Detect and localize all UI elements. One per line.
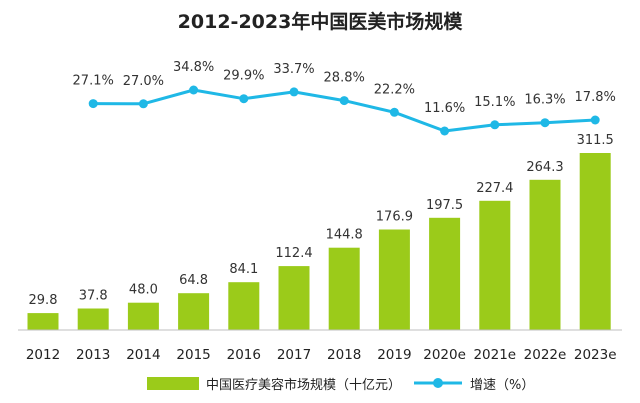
bar-2022e <box>529 179 561 330</box>
growth-point-2020e <box>440 126 450 136</box>
x-tick-2020e: 2020e <box>423 347 466 363</box>
bar-2023e <box>579 153 611 330</box>
growth-value-labels: 27.1% 27.0% 34.8% 29.9% 33.7% 28.8% 22.2% 11.6%… <box>73 60 616 116</box>
bar-label-2018: 144.8 <box>326 228 363 243</box>
bar-2019 <box>378 229 410 330</box>
growth-label-2020e: 11.6% <box>424 101 465 116</box>
growth-label-2018: 28.8% <box>324 71 365 86</box>
bar-label-2013: 37.8 <box>79 289 108 304</box>
x-tick-2019: 2019 <box>377 347 411 363</box>
x-axis-ticks: 2012 2013 2014 2015 2016 2017 2018 2019 2020e 202… <box>26 347 617 363</box>
bar-2017 <box>278 266 310 330</box>
chart-title: 2012-2023年中国医美市场规模 <box>178 10 464 33</box>
bar-2012 <box>27 313 59 330</box>
bar-2021e <box>479 200 511 330</box>
x-tick-2018: 2018 <box>327 347 361 363</box>
bar-series <box>27 153 611 330</box>
bar-label-2014: 48.0 <box>129 283 158 298</box>
bar-2013 <box>77 308 109 330</box>
bar-2016 <box>228 282 260 330</box>
growth-point-2015 <box>189 85 199 95</box>
legend: 中国医疗美容市场规模（十亿元） 增速（%） <box>147 377 534 393</box>
bar-label-2022e: 264.3 <box>526 160 563 175</box>
x-tick-2016: 2016 <box>227 347 261 363</box>
x-tick-2012: 2012 <box>26 347 60 363</box>
bar-label-2023e: 311.5 <box>577 133 614 148</box>
x-tick-2021e: 2021e <box>473 347 516 363</box>
growth-label-2015: 34.8% <box>173 60 214 75</box>
legend-bar-swatch <box>147 377 199 390</box>
x-tick-2023e: 2023e <box>574 347 617 363</box>
bar-2018 <box>328 247 360 330</box>
growth-point-2018 <box>339 96 349 106</box>
x-tick-2015: 2015 <box>176 347 210 363</box>
growth-label-2014: 27.0% <box>123 74 164 89</box>
growth-label-2022e: 16.3% <box>524 93 565 108</box>
bar-2020e <box>429 217 461 330</box>
growth-point-2016 <box>239 94 249 104</box>
growth-label-2023e: 17.8% <box>575 90 616 105</box>
growth-point-2017 <box>289 87 299 97</box>
growth-label-2019: 22.2% <box>374 82 415 97</box>
growth-label-2016: 29.9% <box>223 69 264 84</box>
x-tick-2014: 2014 <box>126 347 160 363</box>
growth-line-series <box>88 85 600 136</box>
growth-point-2014 <box>138 99 148 109</box>
bar-label-2021e: 227.4 <box>476 181 513 196</box>
x-tick-2013: 2013 <box>76 347 110 363</box>
growth-label-2013: 27.1% <box>73 74 114 89</box>
bar-2015 <box>178 293 210 330</box>
x-tick-2022e: 2022e <box>524 347 567 363</box>
bar-label-2017: 112.4 <box>275 246 312 261</box>
growth-point-2022e <box>540 118 550 128</box>
bar-label-2020e: 197.5 <box>426 198 463 213</box>
bar-label-2016: 84.1 <box>229 262 258 277</box>
growth-label-2021e: 15.1% <box>474 95 515 110</box>
growth-point-2013 <box>88 99 98 109</box>
growth-label-2017: 33.7% <box>273 62 314 77</box>
legend-line-marker <box>433 378 443 388</box>
bar-label-2019: 176.9 <box>376 210 413 225</box>
x-tick-2017: 2017 <box>277 347 311 363</box>
growth-point-2019 <box>389 107 399 117</box>
growth-point-2023e <box>590 115 600 125</box>
legend-bar-label: 中国医疗美容市场规模（十亿元） <box>206 377 401 393</box>
growth-point-2021e <box>490 120 500 130</box>
bar-label-2012: 29.8 <box>29 293 58 308</box>
bar-2014 <box>127 302 159 330</box>
bar-label-2015: 64.8 <box>179 273 208 288</box>
bar-value-labels: 29.8 37.8 48.0 64.8 84.1 112.4 144.8 176.9 197.5… <box>29 133 614 308</box>
legend-line-label: 增速（%） <box>470 378 534 393</box>
